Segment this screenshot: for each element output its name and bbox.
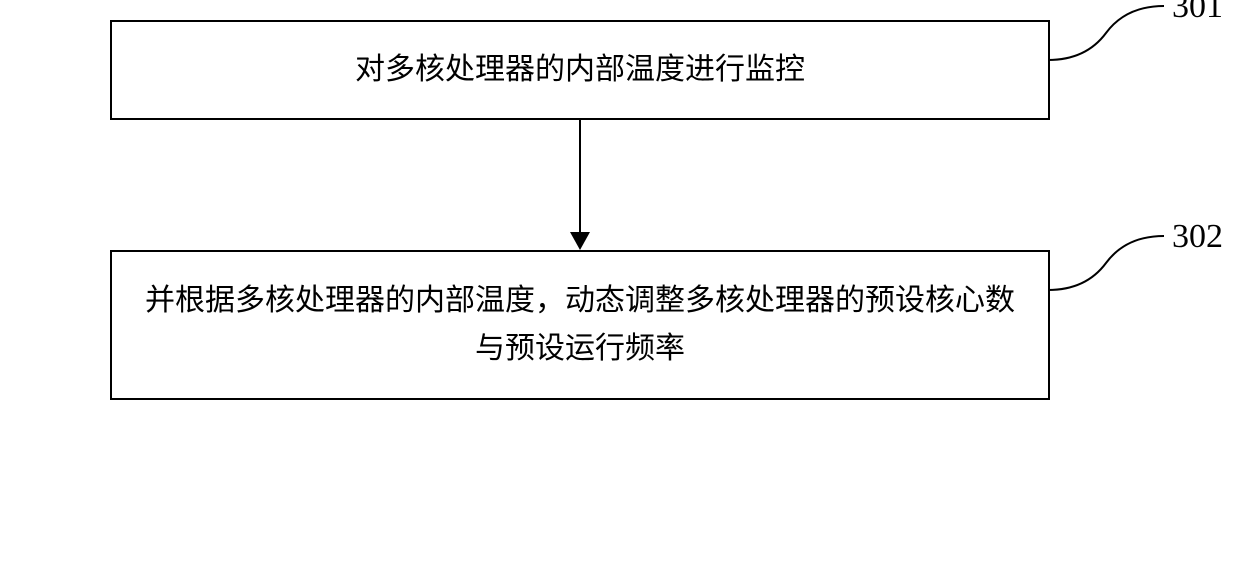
step-label-2: 302 xyxy=(1172,210,1223,264)
flow-step-1-text: 对多核处理器的内部温度进行监控 xyxy=(325,36,835,104)
flowchart-container: 对多核处理器的内部温度进行监控 301 并根据多核处理器的内部温度，动态调整多核… xyxy=(50,20,1190,400)
flow-step-2: 并根据多核处理器的内部温度，动态调整多核处理器的预设核心数与预设运行频率 302 xyxy=(110,250,1050,400)
arrow-head-icon xyxy=(570,232,590,250)
callout-curve-2 xyxy=(1046,228,1166,298)
arrow-shaft xyxy=(579,120,581,234)
step-label-1: 301 xyxy=(1172,0,1223,34)
flow-step-1: 对多核处理器的内部温度进行监控 301 xyxy=(110,20,1050,120)
flow-step-2-text: 并根据多核处理器的内部温度，动态调整多核处理器的预设核心数与预设运行频率 xyxy=(112,267,1048,383)
flow-arrow-1-2 xyxy=(110,120,1050,250)
callout-curve-1 xyxy=(1046,0,1166,68)
